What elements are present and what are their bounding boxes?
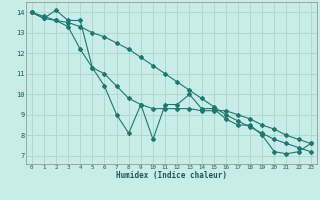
X-axis label: Humidex (Indice chaleur): Humidex (Indice chaleur) — [116, 171, 227, 180]
